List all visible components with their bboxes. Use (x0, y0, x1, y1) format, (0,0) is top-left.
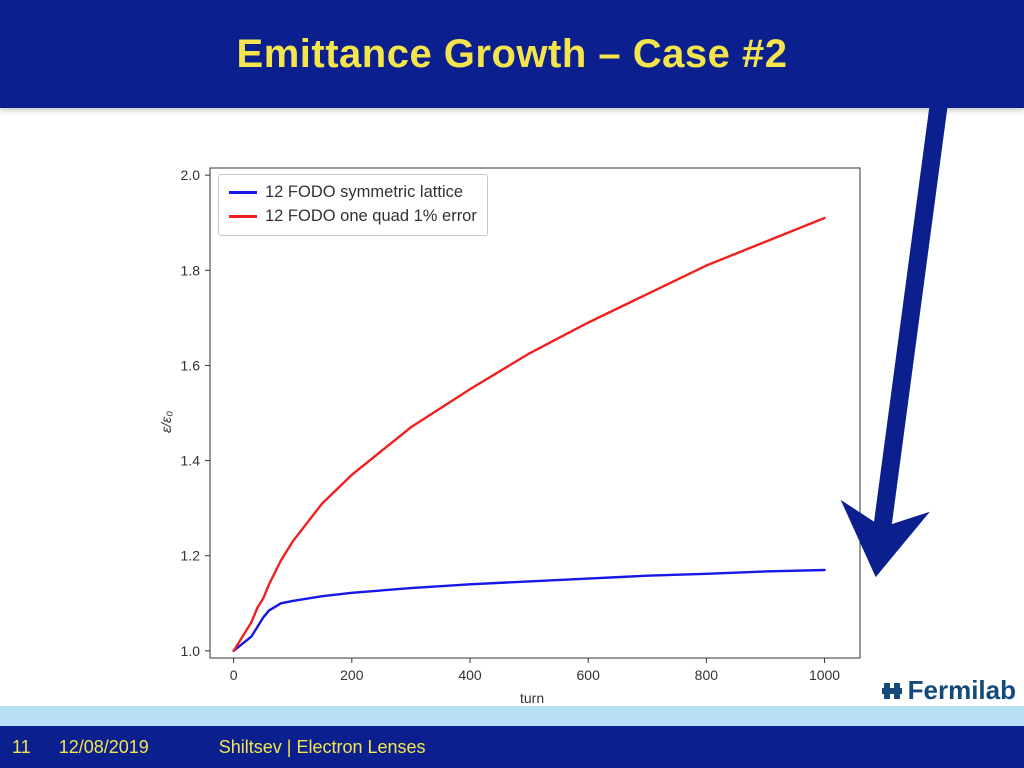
title-bar: Emittance Growth – Case #2 (0, 0, 1024, 108)
svg-text:1.0: 1.0 (181, 643, 201, 659)
footer-credits: Shiltsev | Electron Lenses (219, 737, 426, 758)
legend-swatch (229, 215, 257, 218)
svg-text:1.6: 1.6 (181, 357, 201, 373)
footer-date: 12/08/2019 (59, 737, 149, 758)
svg-text:600: 600 (577, 667, 601, 683)
svg-text:0: 0 (230, 667, 238, 683)
svg-text:1000: 1000 (809, 667, 840, 683)
chart-legend: 12 FODO symmetric lattice12 FODO one qua… (218, 174, 488, 236)
legend-item: 12 FODO symmetric lattice (229, 181, 477, 205)
slide: Emittance Growth – Case #2 0 200 400 600 800… (0, 0, 1024, 768)
content-area: 0 200 400 600 800 1000 1.0 1.2 1.4 1.6 1.8 2.0 12 F… (0, 108, 1024, 726)
svg-text:1.2: 1.2 (181, 548, 201, 564)
fermilab-logo: Fermilab (880, 675, 1016, 706)
page-number: 11 (12, 737, 31, 758)
accent-strip (0, 706, 1024, 726)
svg-text:1.8: 1.8 (181, 262, 201, 278)
x-axis-label: turn (520, 690, 544, 706)
footer-bar: 11 12/08/2019 Shiltsev | Electron Lenses (0, 726, 1024, 768)
legend-label: 12 FODO symmetric lattice (265, 181, 463, 205)
svg-text:200: 200 (340, 667, 364, 683)
svg-text:800: 800 (695, 667, 719, 683)
svg-text:1.4: 1.4 (181, 453, 201, 469)
legend-label: 12 FODO one quad 1% error (265, 205, 477, 229)
legend-swatch (229, 191, 257, 194)
slide-title: Emittance Growth – Case #2 (237, 32, 788, 77)
legend-item: 12 FODO one quad 1% error (229, 205, 477, 229)
chart: 0 200 400 600 800 1000 1.0 1.2 1.4 1.6 1.8 2.0 12 F… (140, 148, 880, 708)
y-axis-label: ε/ε₀ (158, 411, 174, 433)
svg-text:2.0: 2.0 (181, 167, 201, 183)
fermilab-icon (880, 679, 904, 703)
svg-text:400: 400 (458, 667, 482, 683)
logo-text: Fermilab (908, 675, 1016, 706)
